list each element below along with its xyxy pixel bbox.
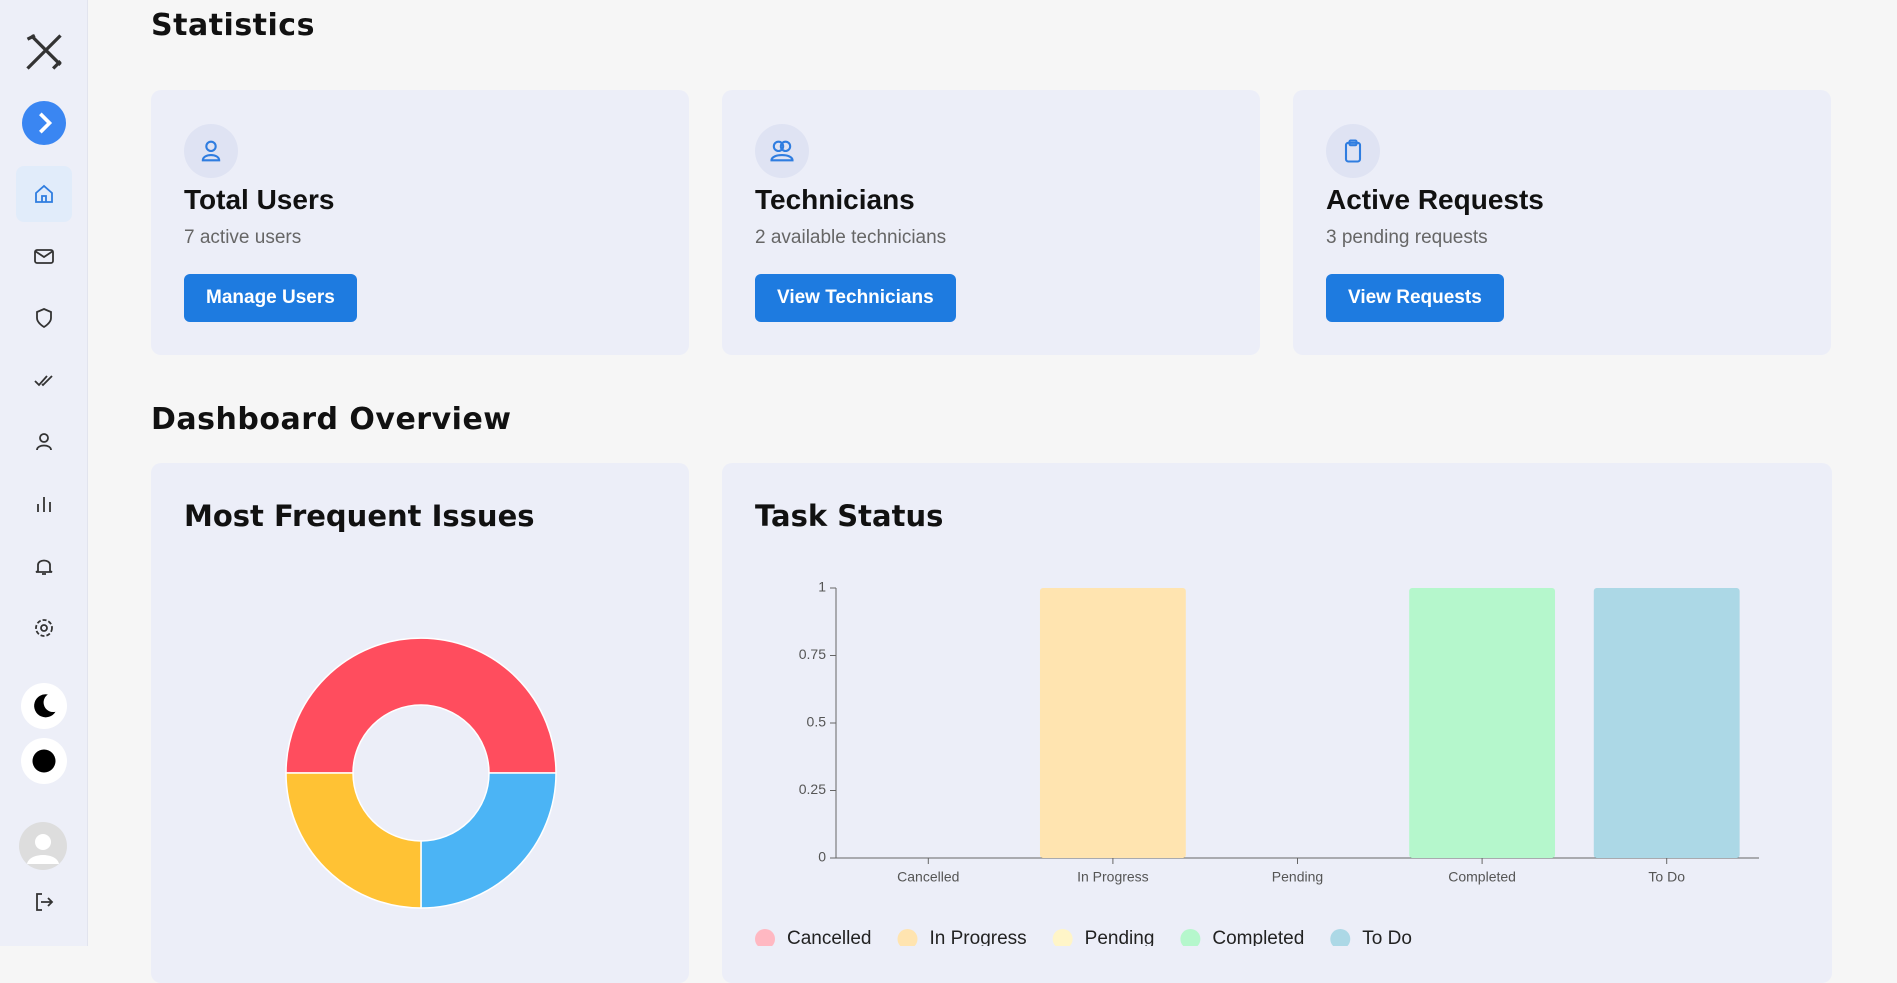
bar [1039,588,1186,858]
logo [16,24,72,80]
x-tick-label: To Do [1648,869,1685,885]
sidebar [0,0,88,946]
nav-stats[interactable] [16,476,72,532]
x-tick-label: In Progress [1077,869,1149,885]
nav-home[interactable] [16,166,72,222]
nav-mail[interactable] [16,228,72,284]
legend-label: Pending [1085,928,1155,946]
bar [1593,588,1740,858]
stat-card: Active Requests 3 pending requests View … [1293,90,1831,355]
legend-label: In Progress [930,928,1027,946]
card-subtitle: 7 active users [184,227,302,248]
page: Statistics Total Users 7 active users Ma… [0,0,1831,946]
card-title: Total Users [184,184,335,215]
chart-title: Most Frequent Issues [184,499,535,533]
legend-label: To Do [1362,928,1412,946]
nav-tasks[interactable] [16,352,72,408]
legend-swatch [897,929,918,946]
button[interactable]: Manage Users [184,274,357,322]
icon [1326,124,1380,178]
y-tick-label: 0 [818,849,826,865]
icon [184,124,238,178]
legend-swatch [1180,929,1201,946]
legend-swatch [1052,929,1073,946]
card-subtitle: 3 pending requests [1326,227,1488,248]
card-title: Active Requests [1326,184,1544,215]
y-tick-label: 0.5 [807,714,827,730]
legend-label: Cancelled [787,928,872,946]
legend-label: Completed [1212,928,1304,946]
logout[interactable] [16,874,72,930]
donut-segment [420,772,557,909]
y-tick-label: 0.75 [799,646,826,662]
legend-swatch [755,929,775,946]
nav-shield[interactable] [16,290,72,346]
x-tick-label: Completed [1448,869,1516,885]
y-tick-label: 0.25 [799,781,826,797]
nav-user[interactable] [16,414,72,470]
stat-card: Total Users 7 active users Manage Users [151,90,689,355]
nav-bell[interactable] [16,538,72,594]
bar [1409,588,1556,858]
legend-swatch [1330,929,1351,946]
nav-settings[interactable] [16,600,72,656]
icon [755,124,809,178]
donut-segment [285,772,422,909]
section-title: Dashboard Overview [151,402,512,437]
button[interactable]: View Technicians [755,274,956,322]
theme-toggle[interactable] [21,683,67,729]
charts: 0 0.25 0.5 0.75 1 Cancelled In Progress Pending… [285,579,1759,946]
expand-button[interactable] [22,101,66,145]
x-tick-label: Cancelled [897,869,959,885]
language-toggle[interactable] [21,738,67,784]
x-tick-label: Pending [1272,869,1323,885]
card-title: Technicians [755,184,915,215]
card-subtitle: 2 available technicians [755,227,947,248]
donut-segment [285,637,557,774]
section-title: Statistics [151,8,315,43]
y-tick-label: 1 [818,579,826,595]
button[interactable]: View Requests [1326,274,1504,322]
stat-card: Technicians 2 available technicians View… [722,90,1260,355]
chart-title: Task Status [755,499,944,533]
avatar[interactable] [19,822,67,870]
